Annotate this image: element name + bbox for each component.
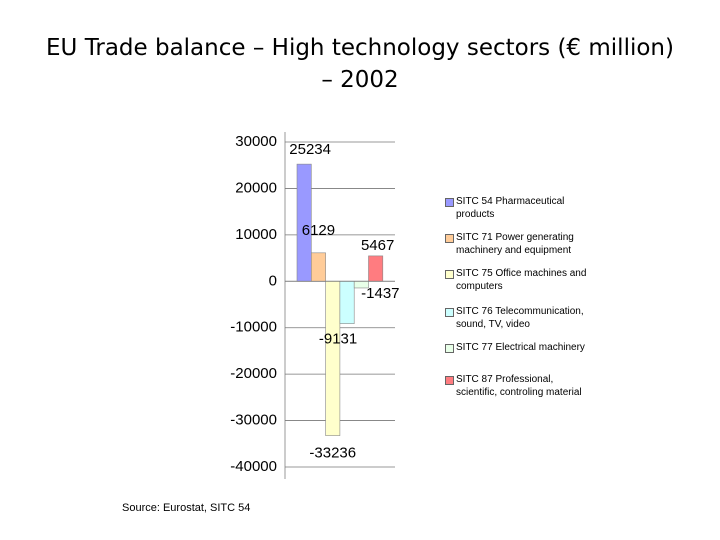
bar [325,280,341,436]
legend-swatch [445,270,454,279]
chart-title: EU Trade balance – High technology secto… [46,35,674,93]
legend-label: SITC 77 Electrical machinery [456,342,585,353]
data-label: 5467 [361,237,394,254]
data-label: 25234 [289,141,331,158]
y-tick-label: -30000 [230,412,277,429]
legend-label: SITC 87 Professional, scientific, contro… [456,374,582,398]
y-tick-label: -10000 [230,319,277,336]
bar [339,280,355,324]
source-note: Source: Eurostat, SITC 54 [122,502,251,514]
legend-swatch [445,198,454,207]
legend-swatch [445,234,454,243]
legend-item: SITC 87 Professional, scientific, contro… [445,373,595,399]
legend-label: SITC 71 Power generating machinery and e… [456,232,574,256]
data-label: -9131 [319,331,357,348]
data-label: -33236 [309,445,356,462]
y-tick-label: 10000 [235,226,277,243]
legend-swatch [445,376,454,385]
bar [310,252,326,282]
data-label: 6129 [302,222,335,239]
legend-item: SITC 76 Telecommunication, sound, TV, vi… [445,305,595,331]
legend-item: SITC 54 Pharmaceutical products [445,195,595,221]
legend-swatch [445,308,454,317]
legend-item: SITC 71 Power generating machinery and e… [445,231,595,257]
legend-label: SITC 75 Office machines and computers [456,268,587,292]
y-tick-label: -40000 [230,458,277,475]
data-label: -1437 [361,285,399,302]
bar [368,255,384,282]
legend-label: SITC 76 Telecommunication, sound, TV, vi… [456,306,584,330]
y-tick-label: 0 [269,272,277,289]
legend-item: SITC 77 Electrical machinery [445,341,595,354]
legend-item: SITC 75 Office machines and computers [445,267,595,293]
legend-label: SITC 54 Pharmaceutical products [456,196,565,220]
y-tick-label: 20000 [235,179,277,196]
legend-swatch [445,344,454,353]
y-tick-label: 30000 [235,133,277,150]
y-tick-label: -20000 [230,365,277,382]
